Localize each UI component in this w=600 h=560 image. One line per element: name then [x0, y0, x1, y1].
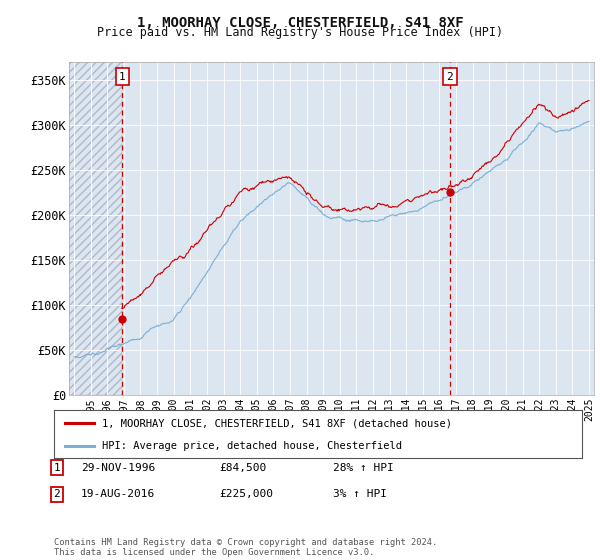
Text: £225,000: £225,000 — [219, 489, 273, 500]
Text: 28% ↑ HPI: 28% ↑ HPI — [333, 463, 394, 473]
Text: 19-AUG-2016: 19-AUG-2016 — [81, 489, 155, 500]
Bar — [69, 62, 122, 395]
Text: 3% ↑ HPI: 3% ↑ HPI — [333, 489, 387, 500]
Text: 1: 1 — [53, 463, 61, 473]
Bar — [69, 62, 122, 395]
Text: £84,500: £84,500 — [219, 463, 266, 473]
Text: 2: 2 — [53, 489, 61, 500]
Text: 1: 1 — [119, 72, 126, 82]
Text: 29-NOV-1996: 29-NOV-1996 — [81, 463, 155, 473]
Text: 2: 2 — [446, 72, 454, 82]
Text: 1, MOORHAY CLOSE, CHESTERFIELD, S41 8XF: 1, MOORHAY CLOSE, CHESTERFIELD, S41 8XF — [137, 16, 463, 30]
Text: Contains HM Land Registry data © Crown copyright and database right 2024.
This d: Contains HM Land Registry data © Crown c… — [54, 538, 437, 557]
Text: HPI: Average price, detached house, Chesterfield: HPI: Average price, detached house, Ches… — [101, 441, 401, 451]
Text: Price paid vs. HM Land Registry's House Price Index (HPI): Price paid vs. HM Land Registry's House … — [97, 26, 503, 39]
Text: 1, MOORHAY CLOSE, CHESTERFIELD, S41 8XF (detached house): 1, MOORHAY CLOSE, CHESTERFIELD, S41 8XF … — [101, 418, 452, 428]
